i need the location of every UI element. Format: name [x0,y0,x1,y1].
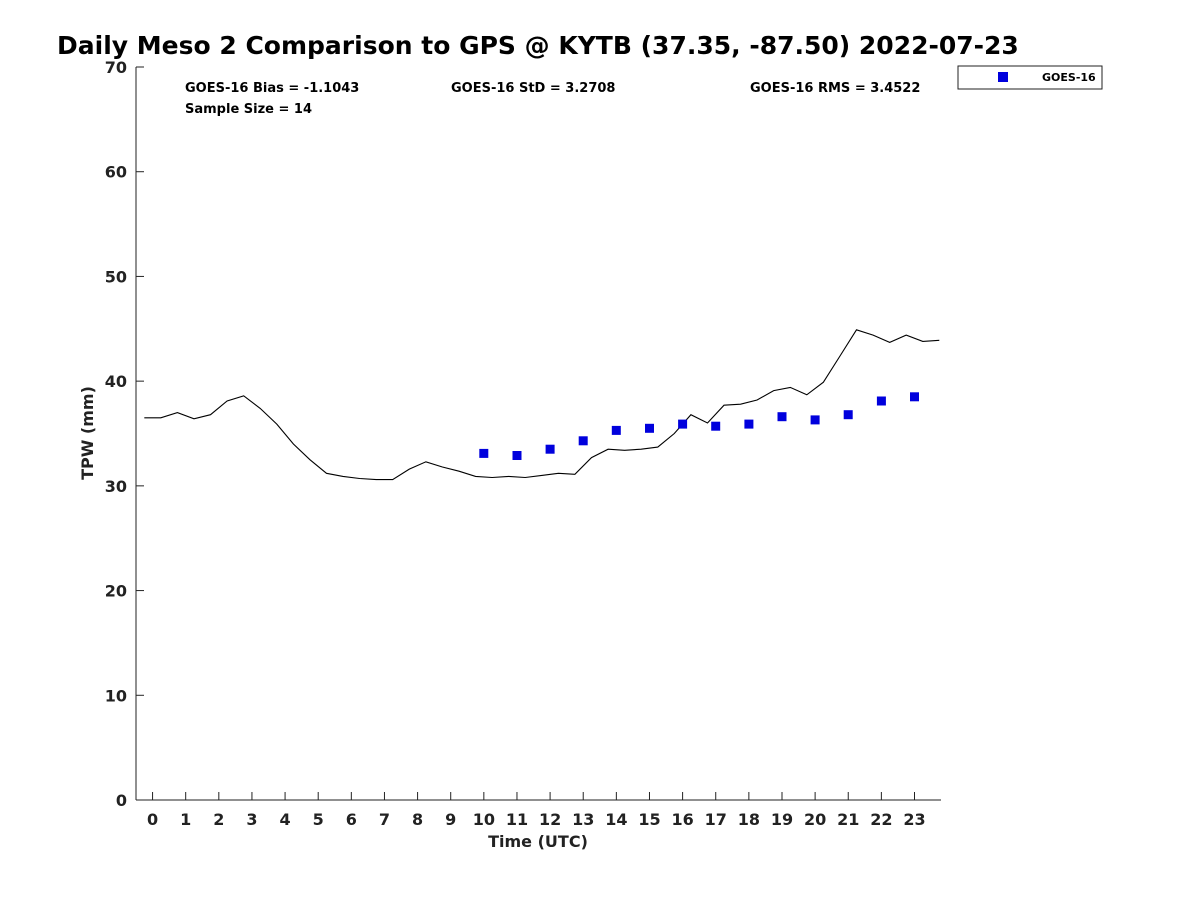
goes-16-point [711,421,721,431]
goes-16-point [611,425,621,435]
x-tick-label: 21 [837,810,859,829]
goes-16-point [744,419,754,429]
goes-16-point [479,448,489,458]
y-tick-label: 0 [116,791,127,810]
x-tick-label: 18 [738,810,760,829]
y-tick-label: 40 [105,372,127,391]
stat-rms: GOES-16 RMS = 3.4522 [750,81,920,96]
y-tick-label: 20 [105,582,127,601]
goes-16-point [876,396,886,406]
x-tick-label: 15 [638,810,660,829]
x-tick-label: 12 [539,810,561,829]
y-tick-label: 10 [105,686,127,705]
goes-16-point [545,444,555,454]
goes-16-point [678,419,688,429]
y-tick-label: 50 [105,267,127,286]
x-tick-label: 5 [313,810,324,829]
y-tick-label: 30 [105,477,127,496]
goes-16-point [777,412,787,422]
legend-marker-goes-16 [998,72,1008,82]
stat-sample-size: Sample Size = 14 [185,102,312,117]
x-tick-label: 0 [147,810,158,829]
x-tick-label: 4 [280,810,291,829]
x-tick-label: 20 [804,810,826,829]
x-tick-label: 3 [246,810,257,829]
x-tick-label: 11 [506,810,528,829]
x-tick-label: 9 [445,810,456,829]
x-tick-label: 23 [903,810,925,829]
x-tick-label: 7 [379,810,390,829]
goes-16-point [910,392,919,402]
x-tick-label: 17 [705,810,727,829]
x-tick-label: 8 [412,810,423,829]
goes-16-point [578,436,588,446]
x-tick-label: 19 [771,810,793,829]
x-tick-label: 13 [572,810,594,829]
goes-16-point [512,451,522,460]
gps-tpw-line [144,329,940,481]
goes-16-point [645,423,654,433]
goes-16-point [843,410,853,420]
y-tick-label: 70 [105,58,127,77]
y-axis-label: TPW (mm) [78,386,97,480]
x-axis-label: Time (UTC) [488,832,588,851]
x-axis: 0 1 2 3 4 5 6 7 8 9 10 11 12 13 14 15 16 17 18 19 20 21 22 23 [136,792,941,829]
x-tick-label: 10 [473,810,495,829]
y-axis: 0 10 20 30 40 50 60 70 [105,58,144,810]
legend-label-goes-16: GOES-16 [1042,71,1096,84]
y-tick-label: 60 [105,163,127,182]
chart-title: Daily Meso 2 Comparison to GPS @ KYTB (3… [57,31,1019,60]
x-tick-label: 14 [605,810,627,829]
x-tick-label: 2 [213,810,224,829]
series-layer [144,329,940,481]
stat-std: GOES-16 StD = 3.2708 [451,81,615,96]
goes-16-point [810,415,820,425]
stat-bias: GOES-16 Bias = -1.1043 [185,81,359,96]
x-tick-label: 6 [346,810,357,829]
plot-area [136,67,941,800]
legend-box [957,65,1103,90]
x-tick-label: 1 [180,810,191,829]
x-tick-label: 22 [870,810,892,829]
x-tick-label: 16 [671,810,693,829]
legend: GOES-16 [957,65,1103,90]
